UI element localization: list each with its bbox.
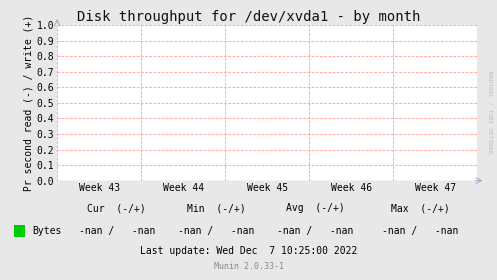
Text: Avg  (-/+): Avg (-/+) bbox=[286, 203, 345, 213]
Text: -nan /   -nan: -nan / -nan bbox=[79, 226, 155, 236]
Text: Last update: Wed Dec  7 10:25:00 2022: Last update: Wed Dec 7 10:25:00 2022 bbox=[140, 246, 357, 256]
Text: Bytes: Bytes bbox=[32, 226, 62, 236]
Text: Cur  (-/+): Cur (-/+) bbox=[87, 203, 146, 213]
Text: Max  (-/+): Max (-/+) bbox=[391, 203, 449, 213]
Text: -nan /   -nan: -nan / -nan bbox=[382, 226, 458, 236]
Text: Munin 2.0.33-1: Munin 2.0.33-1 bbox=[214, 262, 283, 271]
Text: RRDTOOL / TOBI OETIKER: RRDTOOL / TOBI OETIKER bbox=[487, 71, 492, 153]
Text: Min  (-/+): Min (-/+) bbox=[187, 203, 246, 213]
Text: -nan /   -nan: -nan / -nan bbox=[277, 226, 354, 236]
Y-axis label: Pr second read (-) / write (+): Pr second read (-) / write (+) bbox=[24, 15, 34, 191]
Text: Disk throughput for /dev/xvda1 - by month: Disk throughput for /dev/xvda1 - by mont… bbox=[77, 10, 420, 24]
Text: -nan /   -nan: -nan / -nan bbox=[178, 226, 254, 236]
